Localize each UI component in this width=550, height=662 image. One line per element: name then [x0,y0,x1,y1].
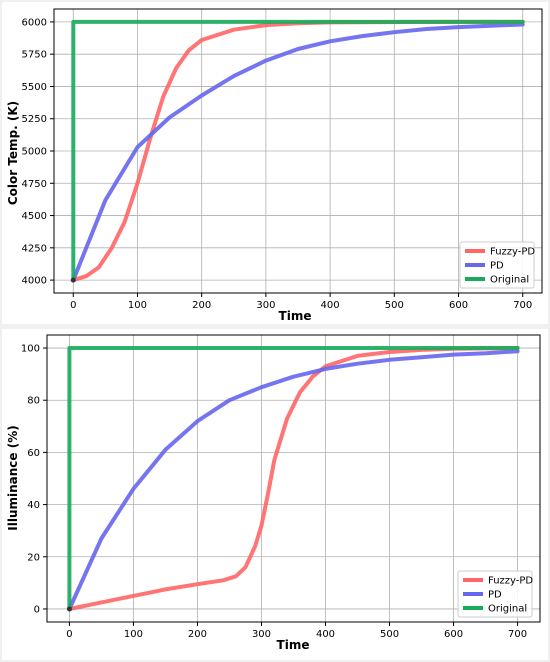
illuminance-x-axis-label: Time [277,638,310,652]
color-temp-y-tick-label: 4750 [22,179,47,190]
color-temp-y-tick-label: 5750 [22,50,47,61]
color-temp-x-tick-label: 600 [449,300,468,311]
color-temp-y-tick-label: 5500 [22,82,47,93]
color-temp-y-axis-label: Color Temp. (K) [6,101,20,205]
color-temp-legend-label-pd: PD [490,261,504,272]
color-temp-legend-label-fuzzy-pd: Fuzzy-PD [490,247,535,258]
illuminance-x-tick-label: 400 [316,629,335,640]
illuminance-x-tick-label: 300 [252,629,271,640]
illuminance-y-tick-label: 100 [21,344,40,355]
illuminance-x-tick-label: 600 [444,629,463,640]
color-temp-x-tick-label: 100 [128,300,147,311]
illuminance-legend-label-fuzzy-pd: Fuzzy-PD [488,576,533,587]
color-temp-y-tick-label: 4250 [22,243,47,254]
color-temp-x-axis-label: Time [279,309,312,323]
color-temp-chart: 0 100 200 300 400 500 600 700 4000 4250 4500 4750 50… [22,8,543,311]
color-temp-y-tick-label: 4000 [22,276,47,287]
illuminance-x-tick-label: 200 [188,629,207,640]
illuminance-y-tick-label: 40 [27,500,40,511]
illuminance-x-tick-label: 0 [66,629,72,640]
illuminance-legend-label-original: Original [488,604,527,615]
illuminance-legend: Fuzzy-PD PD Original [457,570,533,618]
illuminance-legend-box [457,570,533,618]
color-temp-x-tick-label: 500 [385,300,404,311]
illuminance-y-tick-label: 80 [27,396,40,407]
illuminance-series-line-original [67,346,520,611]
color-temp-x-tick-label: 200 [192,300,211,311]
color-temp-legend: Fuzzy-PD PD Original [459,241,535,289]
illuminance-series-line-pd [67,349,520,611]
color-temp-x-tick-label: 0 [70,300,76,311]
color-temp-x-tick-label: 400 [321,300,340,311]
color-temp-y-tick-label: 5000 [22,147,47,158]
color-temp-x-tick-label: 300 [256,300,275,311]
illuminance-y-tick-label: 0 [34,604,40,615]
color-temp-y-tick-label: 6000 [22,17,47,28]
illuminance-legend-label-pd: PD [488,590,502,601]
color-temp-x-tick-label: 700 [513,300,532,311]
color-temp-legend-box [459,241,535,289]
illuminance-y-tick-label: 20 [27,552,40,563]
illuminance-y-tick-label: 60 [27,448,40,459]
illuminance-chart: 0 100 200 300 400 500 600 700 0 20 40 60 80 100 Fuzzy-… [21,334,541,640]
illuminance-series-line-fuzzy-pd [67,346,520,611]
illuminance-x-tick-label: 700 [508,629,527,640]
illuminance-x-tick-label: 500 [380,629,399,640]
color-temp-legend-label-original: Original [490,275,529,286]
color-temp-series-line-pd [71,22,525,283]
color-temp-series-line-original [71,19,525,283]
color-temp-y-tick-label: 5250 [22,114,47,125]
illuminance-y-axis-label: Illuminance (%) [6,425,20,530]
illuminance-start-point [66,606,72,612]
illuminance-x-tick-label: 100 [124,629,143,640]
color-temp-start-point [70,277,76,283]
color-temp-y-tick-label: 4500 [22,211,47,222]
illuminance-axes-frame [46,334,541,623]
